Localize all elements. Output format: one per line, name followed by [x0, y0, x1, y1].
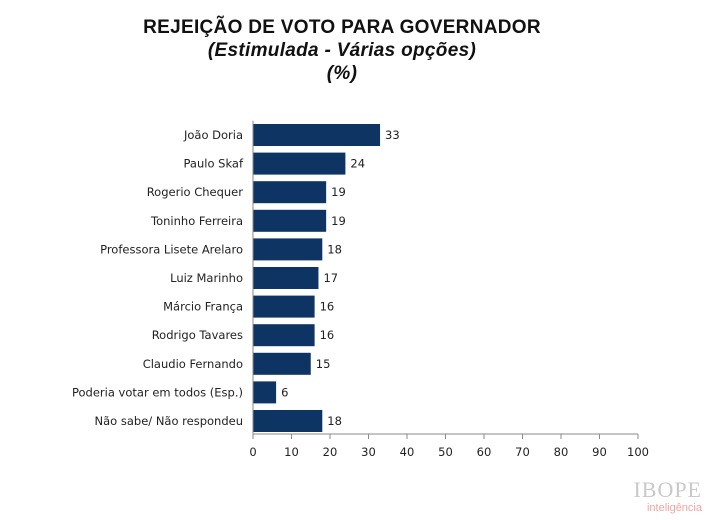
bar	[253, 324, 315, 347]
bar	[253, 410, 323, 432]
ibope-logo-subtitle: inteligência	[646, 502, 702, 514]
data-label: 18	[327, 242, 342, 256]
bar	[253, 352, 311, 375]
data-label: 18	[327, 414, 342, 428]
bar	[253, 238, 323, 261]
x-tick-label: 100	[627, 445, 649, 459]
chart-title-block: REJEIÇÃO DE VOTO PARA GOVERNADOR (Estimu…	[0, 16, 684, 85]
x-tick-label: 50	[438, 445, 453, 459]
category-label: Professora Lisete Arelaro	[100, 242, 243, 256]
x-tick-label: 90	[592, 445, 607, 459]
category-label: Poderia votar em todos (Esp.)	[72, 385, 243, 399]
data-label: 15	[316, 357, 331, 371]
data-label: 24	[350, 157, 365, 171]
x-tick-label: 30	[361, 445, 376, 459]
category-label: Toninho Ferreira	[150, 214, 243, 228]
bar	[253, 267, 319, 289]
bar	[253, 181, 327, 204]
bar	[253, 152, 346, 175]
data-label: 19	[331, 214, 346, 228]
chart-unit: (%)	[326, 63, 358, 84]
x-tick-label: 10	[284, 445, 299, 459]
x-tick-label: 0	[249, 445, 256, 459]
data-label: 16	[320, 328, 335, 342]
data-label: 6	[281, 385, 288, 399]
bar	[253, 209, 327, 232]
bar	[253, 124, 381, 146]
data-label: 19	[331, 185, 346, 199]
chart-subtitle: (Estimulada - Várias opções)	[207, 40, 477, 61]
data-label: 16	[320, 300, 335, 314]
bar	[253, 381, 277, 404]
category-label: João Doria	[183, 128, 243, 142]
category-label: Claudio Fernando	[143, 357, 243, 371]
data-label: 17	[323, 271, 338, 285]
x-tick-label: 40	[400, 445, 415, 459]
x-tick-label: 80	[554, 445, 569, 459]
chart-title: REJEIÇÃO DE VOTO PARA GOVERNADOR	[143, 17, 541, 38]
x-tick-label: 20	[323, 445, 338, 459]
category-label: Luiz Marinho	[170, 271, 243, 285]
category-label: Rodrigo Tavares	[152, 328, 243, 342]
category-label: Márcio França	[163, 300, 243, 314]
x-tick-label: 70	[515, 445, 530, 459]
data-label: 33	[385, 128, 400, 142]
category-label: Paulo Skaf	[184, 157, 244, 171]
category-label: Rogerio Chequer	[147, 185, 244, 199]
category-label: Não sabe/ Não respondeu	[95, 414, 243, 428]
ibope-logo-name: IBOPE	[633, 477, 702, 502]
ibope-logo: IBOPE inteligência	[633, 477, 702, 515]
x-tick-label: 60	[477, 445, 492, 459]
bar	[253, 295, 315, 318]
